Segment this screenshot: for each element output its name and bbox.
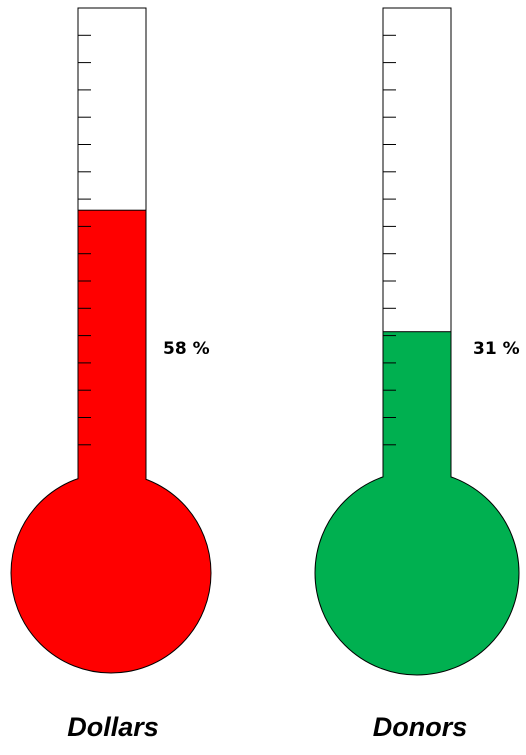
donors-bulb bbox=[314, 470, 520, 676]
dollars-thermometer bbox=[10, 7, 212, 674]
dollars-ticks bbox=[78, 34, 91, 473]
donors-label: Donors bbox=[372, 712, 468, 742]
donors-thermometer bbox=[314, 7, 520, 676]
donors-ticks bbox=[383, 34, 396, 473]
dollars-neck bbox=[78, 470, 146, 500]
dollars-fill bbox=[77, 209, 147, 492]
dollars-percent-label: 58 % bbox=[163, 339, 210, 359]
donors-percent-label: 31 % bbox=[473, 339, 520, 359]
dollars-label: Dollars bbox=[67, 712, 159, 742]
dollars-bulb bbox=[10, 472, 212, 674]
donors-neck bbox=[383, 470, 451, 500]
donors-fill bbox=[382, 331, 452, 492]
